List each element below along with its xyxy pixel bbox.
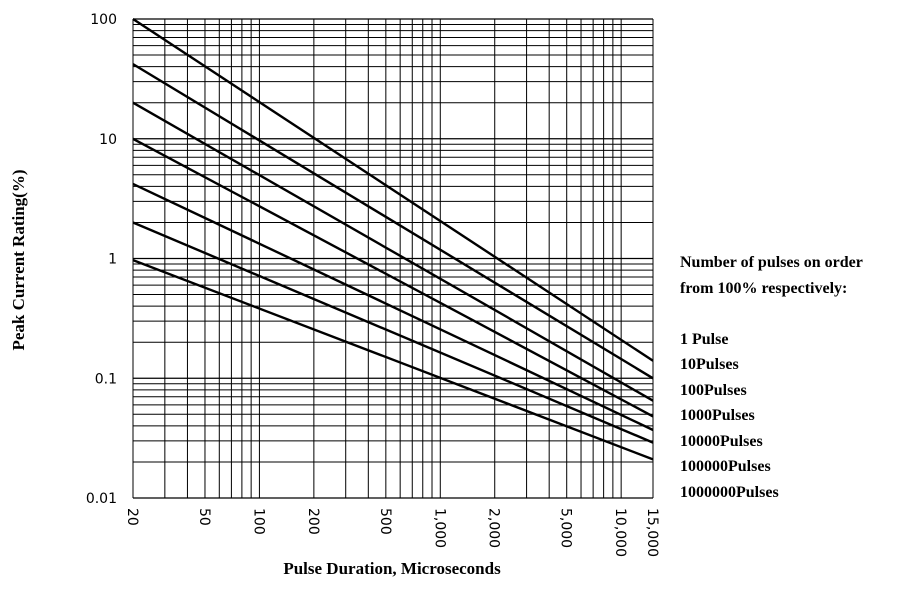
series-line-7 — [132, 258, 654, 461]
y-axis-label: Peak Current Rating(%) — [9, 170, 28, 351]
y-tick-label: 100 — [90, 12, 117, 28]
x-tick-label: 20 — [124, 508, 140, 526]
y-tick-label: 0.01 — [86, 491, 117, 507]
series-line-2 — [132, 63, 654, 380]
x-tick-label: 500 — [377, 508, 393, 535]
series-line-4 — [132, 137, 654, 418]
series-line-1 — [132, 17, 654, 362]
legend-entry: 1000Pulses — [680, 407, 755, 424]
y-tick-label: 0.1 — [95, 371, 117, 387]
x-tick-label: 1,000 — [431, 508, 447, 548]
legend-entry: 10Pulses — [680, 356, 739, 373]
legend-heading-line-2: from 100% respectively: — [680, 279, 848, 297]
chart-series — [132, 17, 654, 461]
legend-spacer — [680, 301, 863, 327]
series-line-5 — [132, 182, 654, 432]
x-axis-label: Pulse Duration, Microseconds — [283, 559, 501, 578]
x-tick-label: 2,000 — [486, 508, 502, 548]
chart-grid — [132, 18, 654, 499]
series-line-6 — [132, 221, 654, 444]
x-tick-label: 15,000 — [644, 508, 660, 557]
legend: Number of pulses on order from 100% resp… — [680, 250, 863, 505]
y-tick-label: 10 — [99, 132, 117, 148]
legend-entry: 1 Pulse — [680, 330, 729, 348]
series-line-3 — [132, 101, 654, 402]
legend-entry: 100000Pulses — [680, 458, 771, 475]
legend-heading-line-1: Number of pulses on order — [680, 254, 863, 271]
x-tick-label: 5,000 — [558, 508, 574, 548]
legend-entry: 1000000Pulses — [680, 483, 779, 501]
x-tick-label: 200 — [305, 508, 321, 535]
y-tick-label: 1 — [108, 252, 117, 268]
x-tick-label: 100 — [250, 508, 266, 535]
x-tick-labels: 20 50 100 200 500 1,000 2,000 5,000 10,000 15,000 — [124, 508, 660, 557]
x-tick-label: 10,000 — [612, 508, 628, 557]
legend-entry: 10000Pulses — [680, 432, 763, 450]
x-tick-label: 50 — [196, 508, 212, 526]
y-tick-labels: 0.01 0.1 1 10 100 — [86, 12, 117, 507]
legend-entry: 100Pulses — [680, 381, 747, 399]
